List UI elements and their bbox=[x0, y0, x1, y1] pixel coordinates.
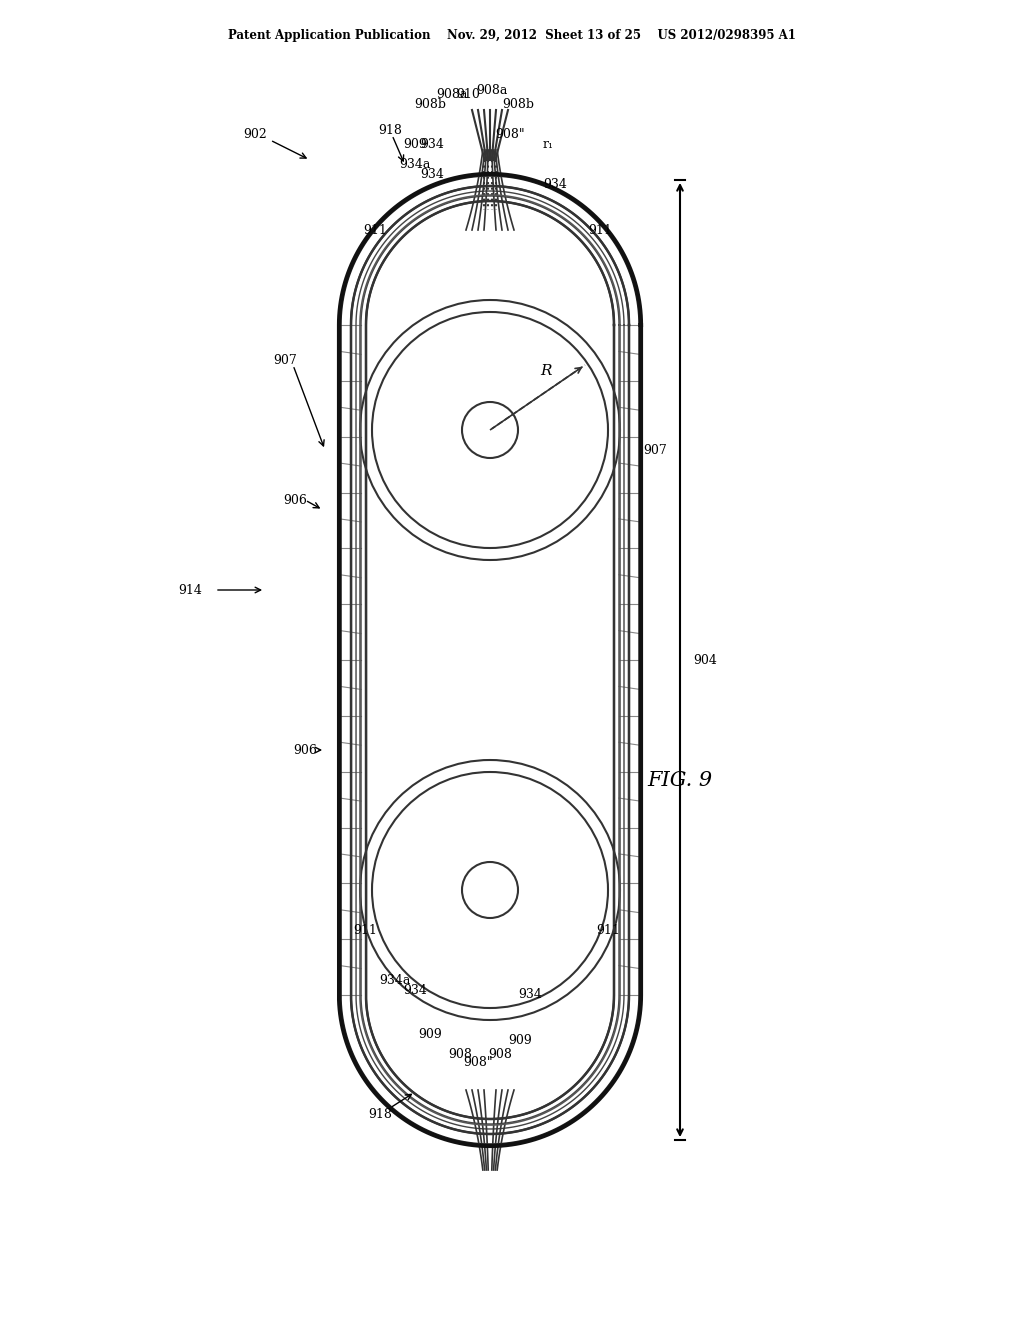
Text: 909: 909 bbox=[418, 1028, 442, 1041]
Text: 934: 934 bbox=[420, 139, 444, 152]
Polygon shape bbox=[345, 180, 635, 1140]
Text: 909: 909 bbox=[508, 1034, 531, 1047]
Text: 934: 934 bbox=[543, 178, 567, 191]
Text: 914: 914 bbox=[178, 583, 202, 597]
Text: 934: 934 bbox=[403, 983, 427, 997]
Text: 908a: 908a bbox=[476, 83, 508, 96]
Text: 934a: 934a bbox=[399, 158, 431, 172]
Circle shape bbox=[462, 403, 518, 458]
Text: 908": 908" bbox=[496, 128, 525, 141]
Text: 908b: 908b bbox=[414, 99, 446, 111]
Text: 918: 918 bbox=[368, 1109, 392, 1122]
Text: 934: 934 bbox=[518, 989, 542, 1002]
Text: 908": 908" bbox=[463, 1056, 493, 1068]
Circle shape bbox=[462, 862, 518, 917]
Text: 907: 907 bbox=[273, 354, 297, 367]
Text: 934a: 934a bbox=[379, 974, 411, 986]
Text: 911: 911 bbox=[364, 223, 387, 236]
Text: 909: 909 bbox=[403, 139, 427, 152]
Text: 908: 908 bbox=[488, 1048, 512, 1061]
Text: 911: 911 bbox=[588, 223, 612, 236]
Circle shape bbox=[372, 312, 608, 548]
Text: 918: 918 bbox=[378, 124, 402, 136]
Text: 906: 906 bbox=[283, 494, 307, 507]
Text: 908a: 908a bbox=[436, 88, 468, 102]
Text: 908: 908 bbox=[449, 1048, 472, 1061]
Text: 910: 910 bbox=[456, 88, 480, 102]
Text: 911: 911 bbox=[353, 924, 377, 936]
Text: 908b: 908b bbox=[502, 99, 534, 111]
Text: FIG. 9: FIG. 9 bbox=[647, 771, 713, 789]
Text: 902: 902 bbox=[243, 128, 267, 141]
Text: Patent Application Publication    Nov. 29, 2012  Sheet 13 of 25    US 2012/02983: Patent Application Publication Nov. 29, … bbox=[228, 29, 796, 41]
Text: R: R bbox=[540, 364, 552, 378]
Text: 911: 911 bbox=[596, 924, 620, 936]
Circle shape bbox=[372, 772, 608, 1008]
Text: 906: 906 bbox=[293, 743, 317, 756]
Text: r₁: r₁ bbox=[543, 139, 554, 152]
Text: 934: 934 bbox=[420, 169, 444, 181]
Text: 907: 907 bbox=[643, 444, 667, 457]
Text: 904: 904 bbox=[693, 653, 717, 667]
